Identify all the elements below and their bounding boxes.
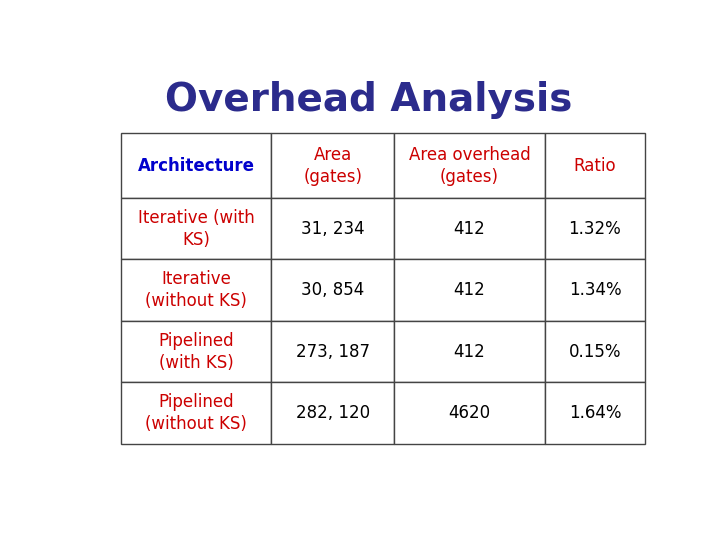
Bar — [121, 198, 271, 259]
Text: Architecture: Architecture — [138, 157, 255, 174]
Bar — [545, 133, 645, 198]
Text: Area
(gates): Area (gates) — [303, 146, 362, 186]
Bar — [121, 321, 271, 382]
Text: Ratio: Ratio — [574, 157, 616, 174]
Bar — [121, 382, 271, 444]
Text: 1.32%: 1.32% — [569, 220, 621, 238]
Bar — [394, 259, 545, 321]
Text: 412: 412 — [454, 220, 485, 238]
Text: 1.34%: 1.34% — [569, 281, 621, 299]
Bar — [545, 321, 645, 382]
Bar — [394, 133, 545, 198]
Text: Pipelined
(with KS): Pipelined (with KS) — [158, 332, 234, 372]
Bar — [545, 259, 645, 321]
Bar — [394, 321, 545, 382]
Text: 273, 187: 273, 187 — [296, 343, 370, 361]
Bar — [121, 259, 271, 321]
Text: Area overhead
(gates): Area overhead (gates) — [408, 146, 531, 186]
Text: 412: 412 — [454, 281, 485, 299]
Text: 412: 412 — [454, 343, 485, 361]
Text: 0.15%: 0.15% — [569, 343, 621, 361]
Text: 30, 854: 30, 854 — [301, 281, 364, 299]
Bar — [271, 133, 394, 198]
Text: Iterative (with
KS): Iterative (with KS) — [138, 208, 254, 249]
Bar — [271, 259, 394, 321]
Bar — [545, 382, 645, 444]
Text: Pipelined
(without KS): Pipelined (without KS) — [145, 393, 247, 433]
Text: Overhead Analysis: Overhead Analysis — [166, 82, 572, 119]
Bar — [394, 198, 545, 259]
Bar — [394, 382, 545, 444]
Text: 31, 234: 31, 234 — [301, 220, 364, 238]
Text: 4620: 4620 — [449, 404, 490, 422]
Text: Iterative
(without KS): Iterative (without KS) — [145, 270, 247, 310]
Bar — [121, 133, 271, 198]
Bar — [271, 198, 394, 259]
Text: 1.64%: 1.64% — [569, 404, 621, 422]
Bar — [271, 382, 394, 444]
Bar — [545, 198, 645, 259]
Bar — [271, 321, 394, 382]
Text: 282, 120: 282, 120 — [296, 404, 370, 422]
